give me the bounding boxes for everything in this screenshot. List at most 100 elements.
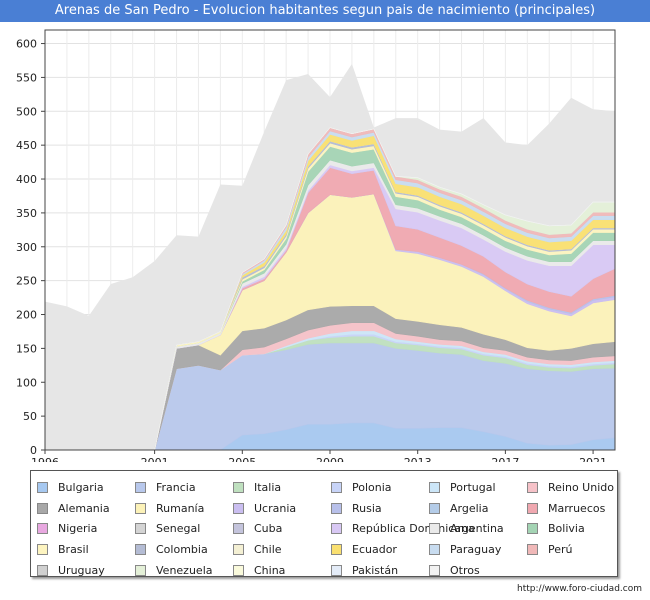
legend-item: Argentina bbox=[429, 518, 527, 539]
legend-swatch bbox=[429, 502, 440, 514]
legend-label: Francia bbox=[156, 480, 196, 494]
legend-swatch bbox=[135, 543, 146, 555]
legend-item: Reino Unido bbox=[527, 477, 625, 498]
stacked-area-chart: 0 50 100 150 200 250 300 350 400 450 500 550 600 1996… bbox=[16, 29, 616, 462]
legend-swatch bbox=[135, 502, 146, 514]
y-tick-label: 200 bbox=[16, 309, 37, 322]
legend-label: Cuba bbox=[254, 522, 283, 536]
legend-item: Senegal bbox=[135, 518, 233, 539]
legend-swatch bbox=[135, 523, 146, 535]
legend-item: Venezuela bbox=[135, 560, 233, 581]
legend-swatch bbox=[135, 481, 146, 493]
legend-item: Bolivia bbox=[527, 518, 625, 539]
source-url[interactable]: http://www.foro-ciudad.com bbox=[517, 584, 642, 594]
legend-swatch bbox=[331, 523, 342, 535]
legend-swatch bbox=[37, 502, 48, 514]
legend-item: Paraguay bbox=[429, 539, 527, 560]
legend-swatch bbox=[233, 481, 244, 493]
legend-label: Italia bbox=[254, 480, 282, 494]
y-tick-label: 50 bbox=[23, 410, 37, 423]
legend-label: Rusia bbox=[352, 501, 382, 515]
y-tick-label: 400 bbox=[16, 173, 37, 186]
legend-swatch bbox=[527, 502, 538, 514]
legend-label: Paraguay bbox=[450, 542, 502, 556]
legend-item: Portugal bbox=[429, 477, 527, 498]
y-tick-label: 300 bbox=[16, 241, 37, 254]
legend-swatch bbox=[429, 543, 440, 555]
y-tick-label: 250 bbox=[16, 275, 37, 288]
y-tick-label: 550 bbox=[16, 71, 37, 84]
x-tick-label: 2017 bbox=[491, 456, 519, 462]
legend-label: Venezuela bbox=[156, 563, 213, 577]
legend-item: Colombia bbox=[135, 539, 233, 560]
legend-label: Senegal bbox=[156, 522, 201, 536]
legend-label: Portugal bbox=[450, 480, 496, 494]
legend-label: Nigeria bbox=[58, 522, 98, 536]
legend-swatch bbox=[37, 481, 48, 493]
legend-item: Uruguay bbox=[37, 560, 135, 581]
legend-label: República Dominicana bbox=[352, 522, 475, 536]
x-tick-label: 2021 bbox=[579, 456, 607, 462]
legend: Bulgaria Francia Italia Polonia Portugal Rein… bbox=[30, 470, 618, 577]
legend-item: Bulgaria bbox=[37, 477, 135, 498]
legend-swatch bbox=[37, 523, 48, 535]
legend-label: Uruguay bbox=[58, 563, 105, 577]
legend-label: Argelia bbox=[450, 501, 489, 515]
legend-label: Bolivia bbox=[548, 522, 585, 536]
legend-label: Brasil bbox=[58, 542, 89, 556]
legend-swatch bbox=[233, 502, 244, 514]
legend-swatch bbox=[429, 481, 440, 493]
legend-item: Perú bbox=[527, 539, 625, 560]
legend-item: Cuba bbox=[233, 518, 331, 539]
legend-item: Nigeria bbox=[37, 518, 135, 539]
legend-item: Francia bbox=[135, 477, 233, 498]
chart-title: Arenas de San Pedro - Evolucion habitant… bbox=[0, 0, 650, 22]
legend-swatch bbox=[233, 564, 244, 576]
legend-swatch bbox=[135, 564, 146, 576]
legend-swatch bbox=[331, 543, 342, 555]
legend-label: Otros bbox=[450, 563, 480, 577]
x-tick-label: 2001 bbox=[141, 456, 169, 462]
y-tick-label: 150 bbox=[16, 342, 37, 355]
y-tick-label: 0 bbox=[30, 444, 37, 457]
legend-item: Brasil bbox=[37, 539, 135, 560]
legend-item: Rusia bbox=[331, 498, 429, 519]
legend-swatch bbox=[527, 543, 538, 555]
legend-item: Italia bbox=[233, 477, 331, 498]
x-tick-label: 2009 bbox=[316, 456, 344, 462]
legend-item: Otros bbox=[429, 560, 527, 581]
y-tick-label: 100 bbox=[16, 376, 37, 389]
legend-label: Pakistán bbox=[352, 563, 399, 577]
y-tick-label: 500 bbox=[16, 105, 37, 118]
legend-swatch bbox=[37, 564, 48, 576]
legend-label: Bulgaria bbox=[58, 480, 104, 494]
legend-label: Polonia bbox=[352, 480, 392, 494]
legend-swatch bbox=[331, 564, 342, 576]
x-tick-label: 2005 bbox=[228, 456, 256, 462]
legend-item: Pakistán bbox=[331, 560, 429, 581]
legend-swatch bbox=[429, 523, 440, 535]
legend-label: Ecuador bbox=[352, 542, 397, 556]
legend-label: China bbox=[254, 563, 286, 577]
x-tick-label: 2013 bbox=[404, 456, 432, 462]
legend-grid: Bulgaria Francia Italia Polonia Portugal Rein… bbox=[37, 477, 625, 580]
legend-label: Colombia bbox=[156, 542, 208, 556]
legend-label: Perú bbox=[548, 542, 573, 556]
legend-label: Chile bbox=[254, 542, 282, 556]
legend-item: República Dominicana bbox=[331, 518, 475, 539]
legend-label: Rumanía bbox=[156, 501, 205, 515]
legend-item: Ecuador bbox=[331, 539, 429, 560]
legend-label: Marruecos bbox=[548, 501, 606, 515]
legend-item: Rumanía bbox=[135, 498, 233, 519]
legend-swatch bbox=[233, 523, 244, 535]
y-tick-label: 600 bbox=[16, 38, 37, 51]
legend-item: Marruecos bbox=[527, 498, 625, 519]
legend-item: Argelia bbox=[429, 498, 527, 519]
legend-item: Polonia bbox=[331, 477, 429, 498]
legend-swatch bbox=[331, 502, 342, 514]
legend-item: China bbox=[233, 560, 331, 581]
legend-label: Alemania bbox=[58, 501, 110, 515]
legend-item: Chile bbox=[233, 539, 331, 560]
legend-swatch bbox=[527, 523, 538, 535]
legend-label: Reino Unido bbox=[548, 480, 614, 494]
